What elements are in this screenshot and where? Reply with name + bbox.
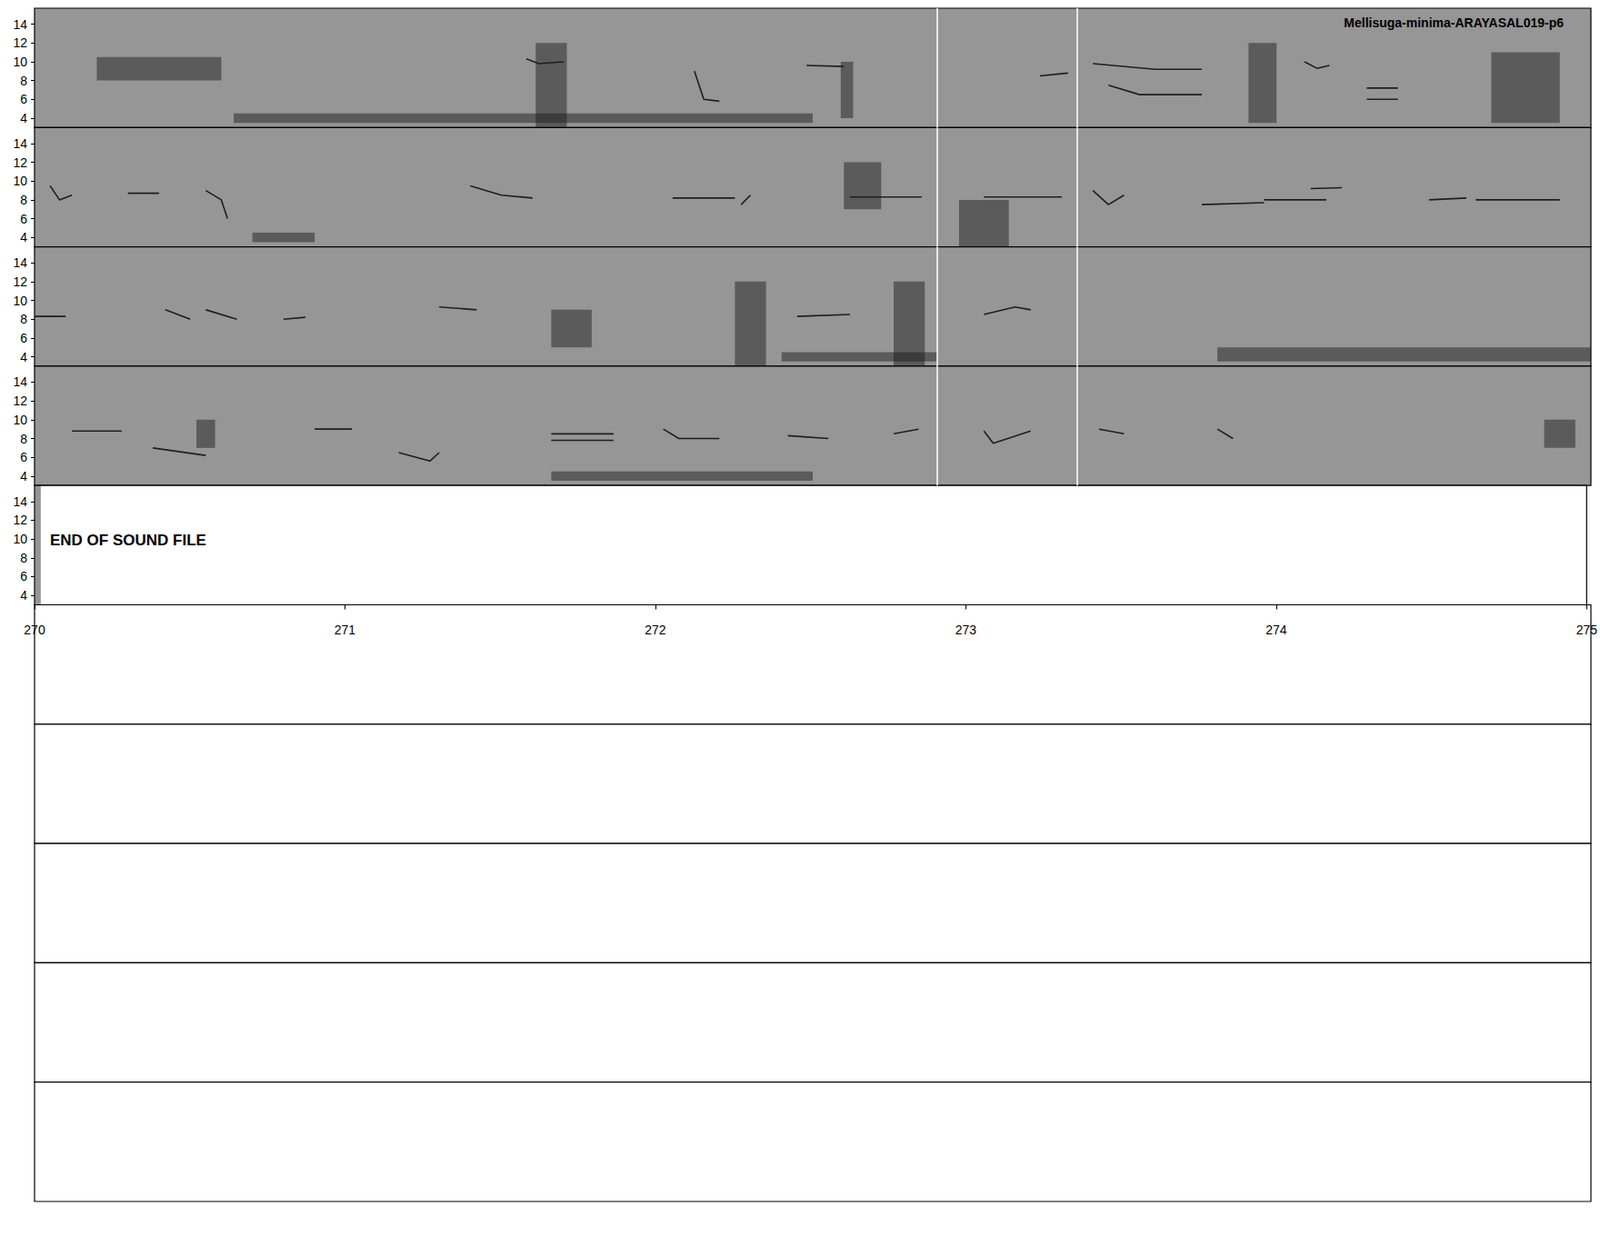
svg-text:4: 4 [20, 469, 28, 484]
svg-text:8: 8 [20, 192, 28, 208]
svg-text:12: 12 [12, 393, 28, 409]
svg-text:8: 8 [20, 550, 28, 566]
svg-text:272: 272 [644, 622, 667, 638]
svg-text:4: 4 [20, 230, 28, 245]
svg-text:12: 12 [12, 35, 28, 50]
svg-text:6: 6 [20, 330, 28, 346]
svg-text:8: 8 [20, 431, 28, 447]
svg-text:273: 273 [955, 622, 978, 638]
svg-text:8: 8 [20, 311, 28, 327]
svg-text:270: 270 [23, 622, 46, 638]
svg-text:6: 6 [20, 450, 28, 465]
svg-text:12: 12 [12, 512, 28, 528]
svg-text:274: 274 [1265, 622, 1288, 638]
svg-text:12: 12 [12, 274, 28, 290]
svg-text:12: 12 [12, 155, 28, 170]
svg-text:Mellisuga-minima-ARAYASAL019-p: Mellisuga-minima-ARAYASAL019-p6 [1343, 15, 1564, 30]
svg-text:END OF SOUND FILE: END OF SOUND FILE [50, 531, 207, 550]
svg-text:10: 10 [12, 173, 28, 189]
svg-text:10: 10 [12, 54, 28, 70]
svg-text:10: 10 [12, 412, 28, 428]
svg-text:271: 271 [334, 622, 357, 638]
svg-text:14: 14 [12, 136, 28, 151]
svg-text:4: 4 [20, 588, 28, 603]
svg-text:4: 4 [20, 110, 28, 126]
svg-text:10: 10 [12, 293, 28, 309]
svg-text:275: 275 [1576, 622, 1599, 638]
svg-text:6: 6 [20, 91, 28, 107]
svg-text:10: 10 [12, 531, 28, 547]
svg-text:6: 6 [20, 211, 28, 227]
svg-text:4: 4 [20, 350, 28, 365]
svg-text:14: 14 [12, 374, 28, 390]
svg-text:8: 8 [20, 73, 28, 89]
svg-text:14: 14 [12, 17, 28, 32]
svg-text:14: 14 [12, 494, 28, 510]
svg-text:6: 6 [20, 569, 28, 584]
svg-text:14: 14 [12, 255, 28, 270]
